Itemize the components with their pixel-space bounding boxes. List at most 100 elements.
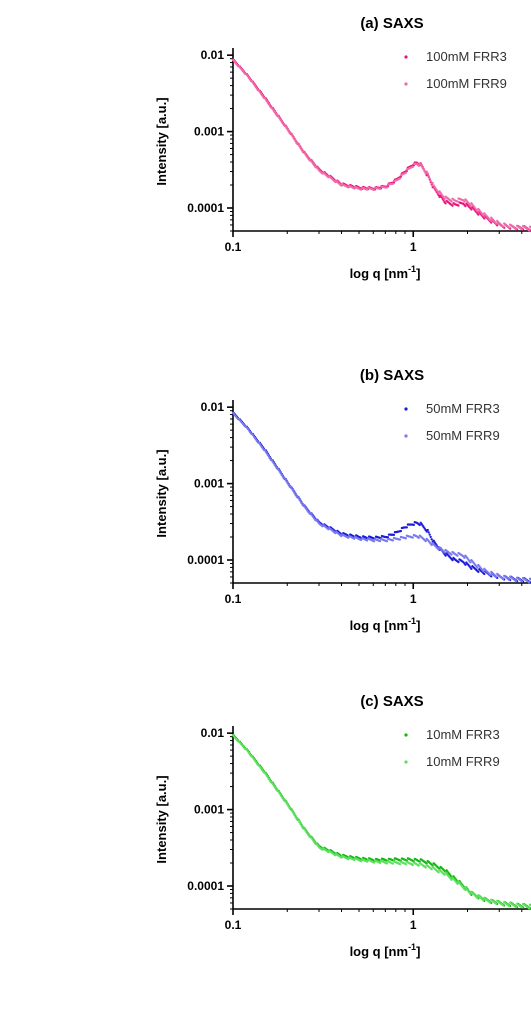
chart-a-data-point [365, 188, 369, 191]
chart-c-legend-marker [404, 760, 408, 764]
chart-a-data-point [286, 128, 289, 131]
chart-a-data-point [411, 165, 414, 168]
chart-a-y-tick-label: 0.01 [201, 48, 225, 62]
chart-b-data-point [294, 493, 297, 496]
chart-c-data-point [476, 896, 479, 900]
chart-c-data-point [297, 819, 300, 822]
chart-a-data-point [508, 226, 511, 229]
chart-a-data-point [469, 204, 472, 207]
chart-a-x-tick-label: 0.1 [225, 240, 242, 254]
chart-c-legend: 10mM FRR3 10mM FRR9 [404, 727, 500, 769]
chart-c-data-point [359, 860, 363, 863]
chart-a-data-point [420, 165, 423, 168]
chart-b-data-point [483, 572, 486, 576]
chart-a-legend-label: 100mM FRR9 [426, 76, 507, 91]
chart-c-data-point [456, 882, 459, 885]
chart-b-x-tick-label: 1 [410, 592, 417, 606]
chart-a-data-point [378, 187, 382, 191]
chart-b-data-point [365, 539, 369, 542]
chart-c-data-point [293, 814, 296, 817]
chart-c-y-tick-label: 0.0001 [187, 879, 224, 893]
chart-c-data-point [294, 815, 297, 819]
chart-c-data-point [482, 899, 485, 902]
chart-a-data-point [297, 143, 300, 146]
chart-c-y-minor-ticks [230, 736, 233, 910]
chart-b-data-point [469, 561, 472, 564]
chart-c-data-point [300, 824, 303, 827]
chart-a-data-point [450, 200, 453, 203]
chart-c-series-2 [231, 734, 531, 910]
chart-b-data-point [292, 490, 295, 493]
chart-c-data-point [469, 892, 472, 896]
chart-a-data-point [482, 214, 485, 217]
chart-b-y-axis-label: Intensity [a.u.] [154, 449, 169, 537]
chart-c-data-point [404, 863, 407, 866]
chart-a-data-point [417, 164, 420, 167]
chart-a-data-point [300, 148, 303, 151]
chart-c-data-point [520, 906, 524, 909]
chart-a-data-point [443, 197, 446, 201]
chart-c-data-point [299, 822, 302, 826]
chart-b-data-point [404, 537, 407, 540]
chart-b-data-point [299, 500, 302, 503]
chart-b-data-point [296, 495, 299, 498]
chart-b-y-minor-ticks [230, 410, 233, 584]
chart-b-data-point [482, 570, 485, 573]
chart-a-data-point [385, 186, 389, 189]
chart-c-data-point [417, 864, 420, 867]
chart-b-data-point [418, 523, 421, 527]
chart-c-data-point [391, 862, 395, 865]
chart-c-data-point [514, 905, 518, 909]
chart-a-data-point [419, 163, 422, 166]
chart-b-data-point [293, 492, 296, 495]
chart-c-data-point [289, 807, 292, 810]
chart-a-data-point [437, 191, 440, 195]
chart-b-data-point [398, 538, 402, 541]
chart-b-data-point [428, 533, 431, 536]
chart-a-data-point [470, 208, 473, 211]
chart-c-y-tick-label: 0.01 [201, 726, 225, 740]
chart-c-data-point [508, 904, 511, 908]
chart-c-data-point [502, 904, 505, 907]
chart-c-data-point [302, 826, 305, 829]
saxs-chart-b: (b) SAXS 0.01 0.001 0.0001 0.1 1 log q [nm-1] I… [154, 367, 531, 633]
chart-b-data-point [508, 578, 511, 581]
chart-b-data-point [347, 536, 350, 539]
chart-b-data-point [281, 475, 284, 478]
chart-b-title: (b) SAXS [360, 367, 424, 384]
chart-b-data-point [489, 573, 492, 576]
chart-c-data-point [411, 863, 414, 867]
chart-panel-a: (a) SAXS 0.01 0.001 0.0001 0.1 1 log q [nm-1] I… [0, 0, 531, 339]
chart-c-x-minor-ticks [286, 909, 523, 912]
chart-b-legend-marker [404, 407, 408, 411]
chart-c-data-point [285, 801, 288, 805]
chart-c-title: (c) SAXS [360, 693, 423, 710]
chart-b-data-point [417, 536, 420, 540]
chart-c-data-point [489, 901, 492, 904]
chart-c-legend-label: 10mM FRR9 [426, 754, 500, 769]
chart-c-data-point [450, 878, 453, 881]
chart-c-data-point [347, 857, 350, 861]
chart-a-data-point [289, 131, 292, 135]
chart-a-x-tick-label: 1 [410, 240, 417, 254]
chart-b-data-point [353, 537, 356, 540]
chart-b-data-point [450, 553, 453, 556]
chart-b-data-point [476, 566, 479, 569]
chart-c-data-point [296, 817, 299, 820]
chart-a-data-point [437, 194, 440, 197]
chart-c-data-point [372, 861, 376, 864]
chart-a-data-point [495, 222, 498, 225]
chart-c-data-point [298, 821, 301, 824]
chart-a-data-point [477, 213, 480, 216]
chart-b-data-point [490, 575, 493, 578]
chart-b-data-point [424, 539, 427, 543]
chart-a-data-point [429, 179, 432, 183]
chart-a-y-axis-label: Intensity [a.u.] [154, 97, 169, 185]
chart-a-data-point [404, 171, 407, 174]
chart-b-data-point [286, 482, 289, 485]
chart-b-data-point [412, 523, 415, 526]
chart-a-data-point [291, 135, 294, 138]
chart-b-data-point [385, 540, 389, 543]
chart-b-data-point [457, 560, 460, 564]
chart-b-data-point [444, 554, 447, 557]
